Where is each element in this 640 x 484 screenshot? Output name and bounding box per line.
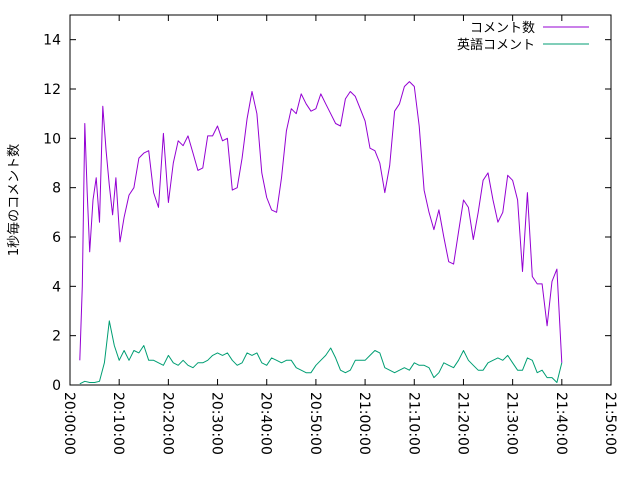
x-tick-label: 21:20:00 [454,392,470,455]
x-tick-label: 21:00:00 [356,392,372,455]
y-tick-label: 10 [43,131,61,147]
y-tick-label: 6 [52,230,61,246]
x-tick-label: 21:30:00 [504,392,520,455]
x-tick-label: 21:50:00 [602,392,618,455]
x-tick-label: 20:40:00 [258,392,274,455]
x-tick-label: 21:40:00 [553,392,569,455]
legend-label-1: コメント数 [470,21,535,36]
x-tick-label: 20:50:00 [307,392,323,455]
plot-border [69,14,612,386]
y-tick-label: 0 [52,378,61,394]
series-line-2 [79,320,563,385]
y-tick-label: 8 [52,181,61,197]
x-tick-label: 20:30:00 [209,392,225,455]
y-tick-label: 14 [43,33,61,49]
y-tick-label: 4 [52,279,61,295]
x-tick-label: 20:20:00 [159,392,175,455]
series-line-1 [79,81,563,363]
y-tick-label: 12 [43,82,61,98]
x-tick-label: 20:00:00 [61,392,77,455]
x-tick-label: 21:10:00 [405,392,421,455]
x-tick-label: 20:10:00 [110,392,126,455]
legend-label-2: 英語コメント [457,37,535,53]
y-axis-label: 1秒毎のコメント数 [6,144,22,256]
y-tick-label: 2 [52,329,61,345]
